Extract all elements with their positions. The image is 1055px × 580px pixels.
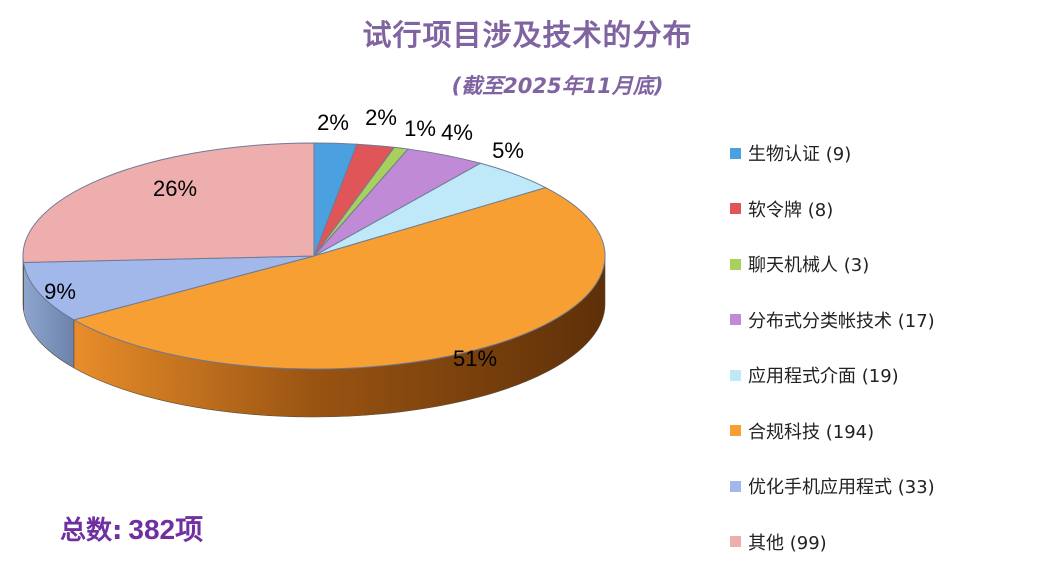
pct-label-聊天机械人: 1% [404,116,436,141]
legend-label: 应用程式介面 (19) [748,366,899,387]
legend-swatch [730,536,741,547]
legend-swatch [730,369,741,381]
total-count: 总数: 382项 [60,508,203,548]
legend-swatch [730,425,741,436]
pct-label-优化手机应用程式: 9% [44,279,76,304]
pct-label-生物认证: 2% [317,110,349,135]
pct-label-合规科技: 51% [453,346,497,371]
legend-label: 其他 (99) [748,532,827,554]
pie-slice-优化手机应用程式 [22,255,315,321]
legend-swatch [730,147,741,159]
total-value: 382项 [128,514,204,545]
legend-item-软令牌: 软令牌 (8) [730,196,833,222]
legend-item-应用程式介面: 应用程式介面 (19) [730,362,899,388]
legend-item-生物认证: 生物认证 (9) [730,140,851,166]
pie-slice-合规科技 [72,187,606,370]
chart-subtitle: (截至2025年11月底) [451,74,664,98]
legend-label: 生物认证 (9) [748,144,852,165]
legend-label: 优化手机应用程式 (33) [748,477,935,498]
legend-swatch [730,480,741,492]
legend-swatch [730,258,741,270]
legend-label: 合规科技 (194) [748,421,875,443]
legend-label: 分布式分类帐技术 (17) [748,310,935,332]
legend-item-分布式分类帐技术: 分布式分类帐技术 (17) [730,307,935,333]
legend-label: 聊天机械人 (3) [748,255,870,276]
legend-item-其他: 其他 (99) [730,529,827,555]
pct-label-其他: 26% [153,176,197,201]
legend-label: 软令牌 (8) [748,199,834,221]
pie-slice-其他 [22,142,315,264]
pct-label-应用程式介面: 5% [492,138,524,163]
legend-swatch [730,203,741,214]
legend-item-优化手机应用程式: 优化手机应用程式 (33) [730,473,935,499]
total-label: 总数: [60,516,123,546]
pct-label-软令牌: 2% [365,105,397,130]
legend-item-聊天机械人: 聊天机械人 (3) [730,251,869,277]
legend-swatch [730,314,741,325]
chart-title: 试行项目涉及技术的分布 [362,18,693,52]
pct-label-分布式分类帐技术: 4% [441,120,473,145]
legend-item-合规科技: 合规科技 (194) [730,418,874,444]
